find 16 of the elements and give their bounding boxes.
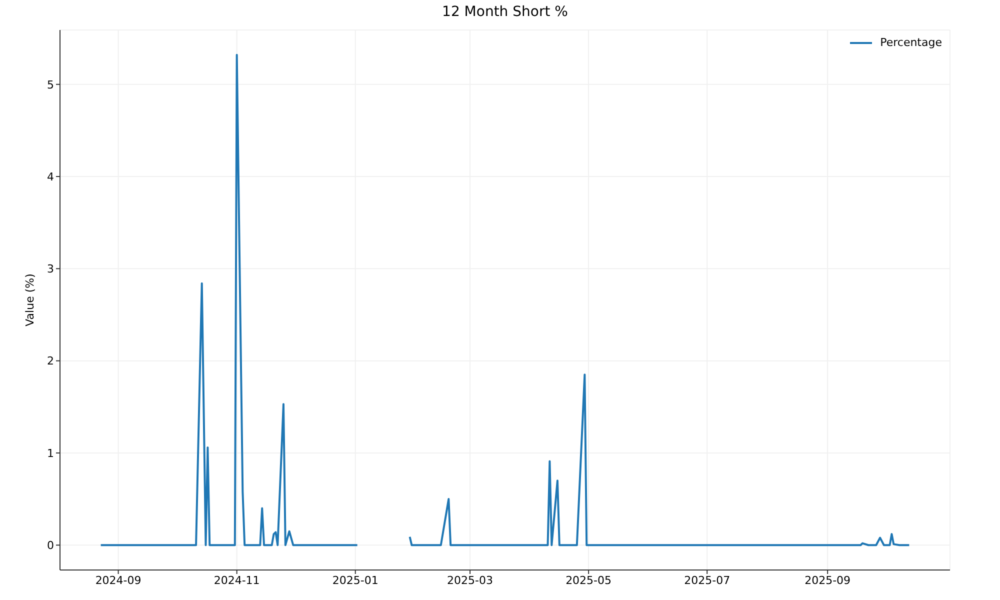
legend-label: Percentage	[880, 36, 942, 49]
chart-title: 12 Month Short %	[441, 4, 569, 20]
x-tick-label: 2025-05	[566, 574, 612, 587]
y-tick-label: 1	[47, 446, 54, 460]
x-tick-label: 2025-01	[332, 574, 378, 587]
y-tick-label: 2	[47, 354, 54, 368]
y-tick-label: 4	[47, 170, 54, 184]
x-tick-label: 2025-09	[804, 574, 851, 587]
y-axis-title: Value (%)	[24, 274, 36, 326]
y-tick-label: 0	[47, 539, 54, 552]
y-tick-label: 3	[47, 262, 54, 276]
y-tick-label: 5	[47, 78, 54, 92]
x-tick-label: 2024-11	[214, 574, 260, 587]
x-tick-label: 2025-03	[447, 574, 494, 587]
x-tick-label: 2025-07	[684, 574, 730, 587]
x-tick-label: 2024-09	[95, 574, 142, 587]
